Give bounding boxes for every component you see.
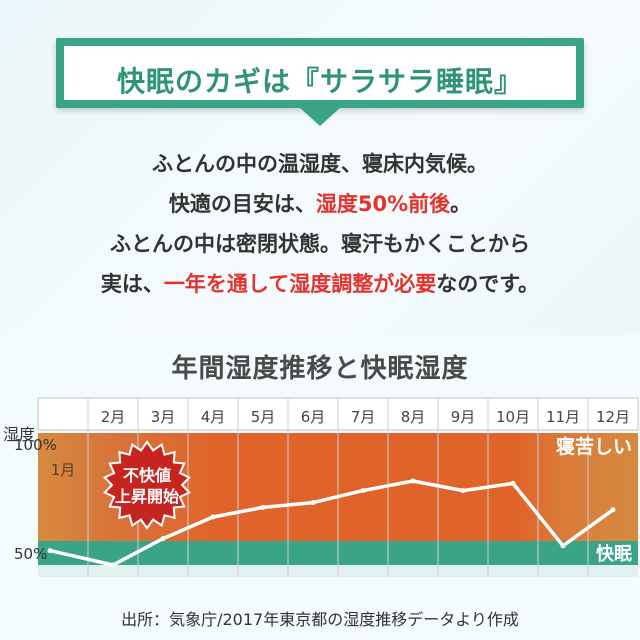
month-label: 1月 xyxy=(51,461,76,479)
month-label: 7月 xyxy=(351,408,376,426)
data-point xyxy=(310,500,316,506)
month-label: 3月 xyxy=(151,408,176,426)
month-label: 8月 xyxy=(401,408,426,426)
intro-line: 実は、一年を通して湿度調整が必要なのです。 xyxy=(0,264,640,304)
data-point xyxy=(560,543,566,549)
data-point xyxy=(47,548,53,554)
intro-segment: ふとんの中の温湿度、寝床内気候。 xyxy=(152,152,488,176)
intro-segment: 実は、 xyxy=(100,272,164,296)
banner-inner: 快眠のカギは『サラサラ睡眠』 xyxy=(64,46,576,100)
intro-text: ふとんの中の温湿度、寝床内気候。快適の目安は、湿度50%前後。ふとんの中は密閉状… xyxy=(0,144,640,304)
month-label: 9月 xyxy=(451,408,476,426)
y-tick-label: 100% xyxy=(14,436,57,454)
intro-highlight: 湿度50%前後 xyxy=(315,192,451,216)
data-point xyxy=(260,504,266,510)
callout-burst xyxy=(103,440,191,530)
intro-segment: 快適の目安は、 xyxy=(168,192,316,216)
data-point xyxy=(460,488,466,494)
y-axis-label: 湿度 xyxy=(3,425,35,444)
data-point xyxy=(510,480,516,486)
banner-frame: 快眠のカギは『サラサラ睡眠』 xyxy=(56,38,584,108)
data-point xyxy=(610,507,616,513)
zone-label-uncomfortable: 寝苦しい xyxy=(556,435,632,458)
intro-highlight: 一年を通して湿度調整が必要 xyxy=(163,272,437,296)
month-label: 6月 xyxy=(301,408,326,426)
intro-segment: ふとんの中は密閉状態。寝汗もかくことから xyxy=(110,232,530,256)
humidity-line xyxy=(48,479,615,567)
banner-pointer xyxy=(300,108,340,126)
month-label: 2月 xyxy=(101,408,126,426)
intro-line: ふとんの中は密閉状態。寝汗もかくことから xyxy=(0,224,640,264)
zone-label-comfort: 快眠 xyxy=(596,543,632,565)
intro-line: 快適の目安は、湿度50%前後。 xyxy=(0,184,640,224)
data-point xyxy=(360,488,366,494)
intro-segment: なのです。 xyxy=(436,272,540,296)
chart-title: 年間湿度推移と快眠湿度 xyxy=(171,354,469,384)
callout-text-line: 不快値 xyxy=(123,466,171,485)
month-label: 4月 xyxy=(201,408,226,426)
data-point xyxy=(110,562,116,568)
month-label: 10月 xyxy=(496,408,530,426)
title-banner: 快眠のカギは『サラサラ睡眠』 xyxy=(56,38,584,128)
intro-segment: 。 xyxy=(450,192,472,216)
banner-title: 快眠のカギは『サラサラ睡眠』 xyxy=(116,65,523,98)
month-label: 12月 xyxy=(596,408,630,426)
intro-line: ふとんの中の温湿度、寝床内気候。 xyxy=(0,144,640,184)
month-label: 5月 xyxy=(251,408,276,426)
data-point xyxy=(210,514,216,520)
data-point xyxy=(410,478,416,484)
y-tick-label: 50% xyxy=(14,545,47,563)
source-note: 出所：気象庁/2017年東京都の湿度推移データより作成 xyxy=(121,610,519,629)
callout-text-line: 上昇開始 xyxy=(115,487,179,506)
data-point xyxy=(160,536,166,542)
month-label: 11月 xyxy=(546,408,580,426)
